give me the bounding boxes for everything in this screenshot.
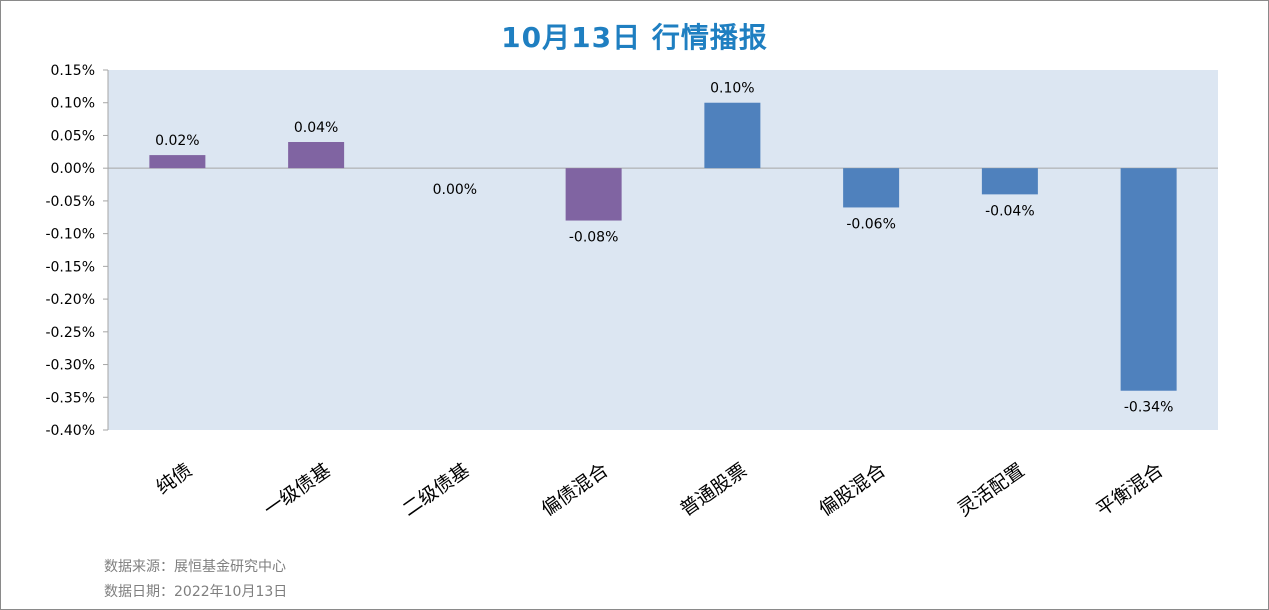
y-tick-label: -0.10%	[45, 227, 95, 243]
y-tick-label: -0.20%	[45, 292, 95, 308]
y-tick-label: -0.25%	[45, 325, 95, 341]
data-label: 0.04%	[294, 120, 338, 136]
y-tick-label: -0.35%	[45, 390, 95, 406]
data-source-note: 数据来源：展恒基金研究中心	[104, 559, 286, 575]
x-category-label: 二级债基	[399, 459, 474, 521]
chart-title: 10月13日 行情播报	[501, 21, 768, 54]
bar	[704, 102, 761, 169]
y-tick-label: -0.30%	[45, 358, 95, 374]
x-category-label: 普通股票	[676, 459, 751, 521]
data-label: 0.00%	[433, 182, 477, 198]
x-category-label: 偏股混合	[815, 459, 890, 521]
bar	[843, 168, 900, 208]
y-tick-label: 0.15%	[51, 63, 95, 79]
bar	[981, 168, 1038, 195]
x-category-label: 平衡混合	[1092, 459, 1167, 521]
y-tick-label: -0.05%	[45, 194, 95, 210]
data-label: 0.10%	[710, 81, 754, 97]
data-label: 0.02%	[155, 133, 199, 149]
y-tick-label: -0.40%	[45, 423, 95, 439]
bar	[149, 155, 206, 169]
plot-area	[108, 70, 1218, 430]
y-tick-label: 0.05%	[51, 128, 95, 144]
data-label: -0.04%	[985, 203, 1035, 219]
x-category-label: 偏债混合	[537, 459, 612, 521]
x-category-label: 一级债基	[260, 459, 335, 521]
x-category-label: 纯债	[152, 459, 196, 499]
y-tick-label: -0.15%	[45, 259, 95, 275]
data-label: -0.08%	[569, 230, 619, 246]
y-tick-label: 0.10%	[51, 96, 95, 112]
y-tick-label: 0.00%	[51, 161, 95, 177]
bar	[1120, 168, 1177, 391]
data-label: -0.06%	[846, 216, 896, 232]
bar	[565, 168, 622, 221]
bar	[288, 142, 345, 169]
data-label: -0.34%	[1124, 400, 1174, 416]
x-category-label: 灵活配置	[954, 459, 1029, 521]
data-date-note: 数据日期：2022年10月13日	[104, 584, 288, 600]
